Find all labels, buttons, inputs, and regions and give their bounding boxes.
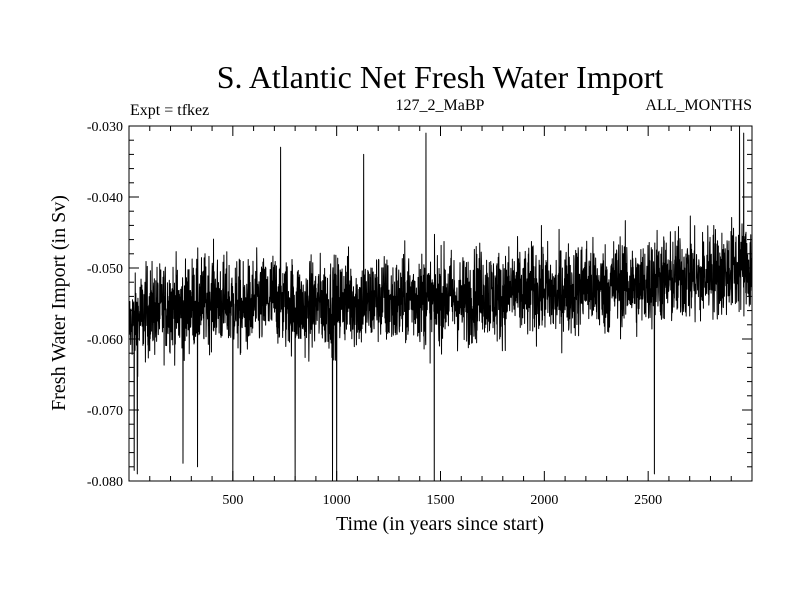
series-line: [128, 125, 753, 482]
period-label: 127_2_MaBP: [396, 97, 485, 114]
x-tick-label: 2500: [634, 493, 662, 508]
x-tick-label: 2000: [530, 493, 558, 508]
plot-area: [128, 125, 753, 482]
y-tick-label: -0.060: [87, 333, 123, 348]
y-axis: -0.080 -0.070 -0.060 -0.050 -0.040 -0.030: [87, 120, 752, 490]
months-label: ALL_MONTHS: [645, 97, 752, 114]
experiment-label: Expt = tfkez: [130, 102, 209, 119]
y-tick-label: -0.040: [87, 191, 123, 206]
x-axis: 500 1000 1500 2000 2500: [149, 126, 732, 508]
x-tick-label: 1000: [323, 493, 351, 508]
y-tick-label: -0.070: [87, 404, 123, 419]
x-axis-label: Time (in years since start): [336, 513, 544, 535]
y-tick-label: -0.080: [87, 475, 123, 490]
x-tick-label: 500: [222, 493, 243, 508]
x-tick-label: 1500: [427, 493, 455, 508]
y-axis-label: Fresh Water Import (in Sv): [48, 195, 70, 411]
chart-title: S. Atlantic Net Fresh Water Import: [217, 59, 664, 95]
y-tick-label: -0.030: [87, 120, 123, 135]
y-tick-label: -0.050: [87, 262, 123, 277]
plot-frame: [128, 125, 753, 482]
